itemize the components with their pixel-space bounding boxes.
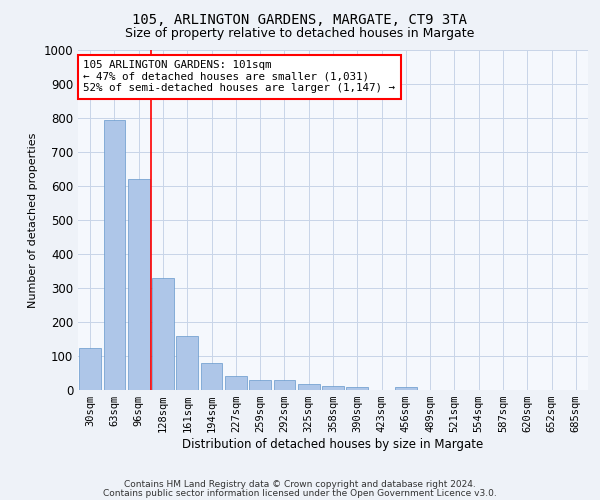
X-axis label: Distribution of detached houses by size in Margate: Distribution of detached houses by size … (182, 438, 484, 451)
Bar (176, 336, 198, 390)
Text: Size of property relative to detached houses in Margate: Size of property relative to detached ho… (125, 28, 475, 40)
Bar (79, 348, 101, 390)
Y-axis label: Number of detached properties: Number of detached properties (28, 132, 38, 308)
Bar (322, 386, 344, 390)
Bar (225, 376, 247, 390)
Bar (249, 380, 271, 390)
Bar (128, 179, 149, 390)
Bar (298, 384, 320, 390)
Bar (104, 120, 125, 390)
Text: 105 ARLINGTON GARDENS: 101sqm
← 47% of detached houses are smaller (1,031)
52% o: 105 ARLINGTON GARDENS: 101sqm ← 47% of d… (83, 60, 395, 94)
Bar (395, 386, 417, 390)
Bar (274, 380, 295, 390)
Text: Contains HM Land Registry data © Crown copyright and database right 2024.: Contains HM Land Registry data © Crown c… (124, 480, 476, 489)
Bar (152, 278, 174, 390)
Text: 105, ARLINGTON GARDENS, MARGATE, CT9 3TA: 105, ARLINGTON GARDENS, MARGATE, CT9 3TA (133, 12, 467, 26)
Bar (346, 386, 368, 390)
Bar (200, 364, 223, 390)
Text: Contains public sector information licensed under the Open Government Licence v3: Contains public sector information licen… (103, 489, 497, 498)
